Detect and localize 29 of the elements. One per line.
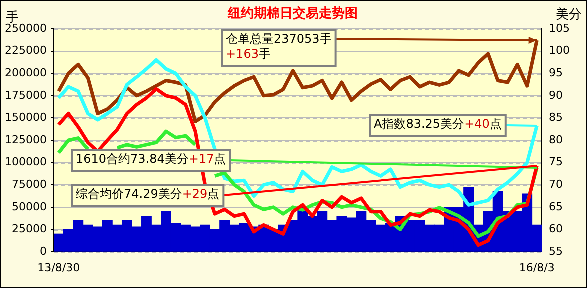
chart-title: 纽约期棉日交易走势图 [227,5,358,22]
y2-tick-label: 55 [549,244,563,258]
annotation: 1610合约73.84美分+17点 [76,152,226,166]
y2-tick-label: 95 [549,66,563,80]
y2-tick-label: 85 [549,111,563,124]
y-tick-label: 50000 [12,200,47,214]
y-tick-label: 200000 [5,66,47,80]
y2-tick-label: 70 [549,178,563,191]
y-tick-label: 150000 [5,111,47,124]
y2-tick-label: 75 [549,156,563,169]
y2-tick-label: 105 [549,22,570,35]
y-tick-label: 175000 [5,88,47,102]
y-tick-label: 100000 [5,156,47,169]
y2-tick-label: 90 [549,88,563,102]
x-tick-label: 13/8/30 [38,261,80,274]
y-tick-label: 225000 [5,44,47,58]
x-tick-label: 16/8/3 [519,261,555,274]
y2-tick-label: 80 [549,133,563,146]
y-tick-label: 75000 [12,178,47,191]
y2-tick-label: 100 [549,44,570,58]
y2-tick-label: 65 [549,200,563,214]
annotation: 仓单总量237053手 +163手 [226,32,332,62]
y-tick-label: 0 [40,244,47,258]
y2-axis-title: 美分 [556,6,582,22]
y2-tick-label: 60 [549,222,563,236]
annotation: 综合均价74.29美分+29点 [76,187,220,202]
y-tick-label: 25000 [12,222,47,236]
y-tick-label: 125000 [5,133,47,146]
annotation: A指数83.25美分+40点 [374,117,502,132]
